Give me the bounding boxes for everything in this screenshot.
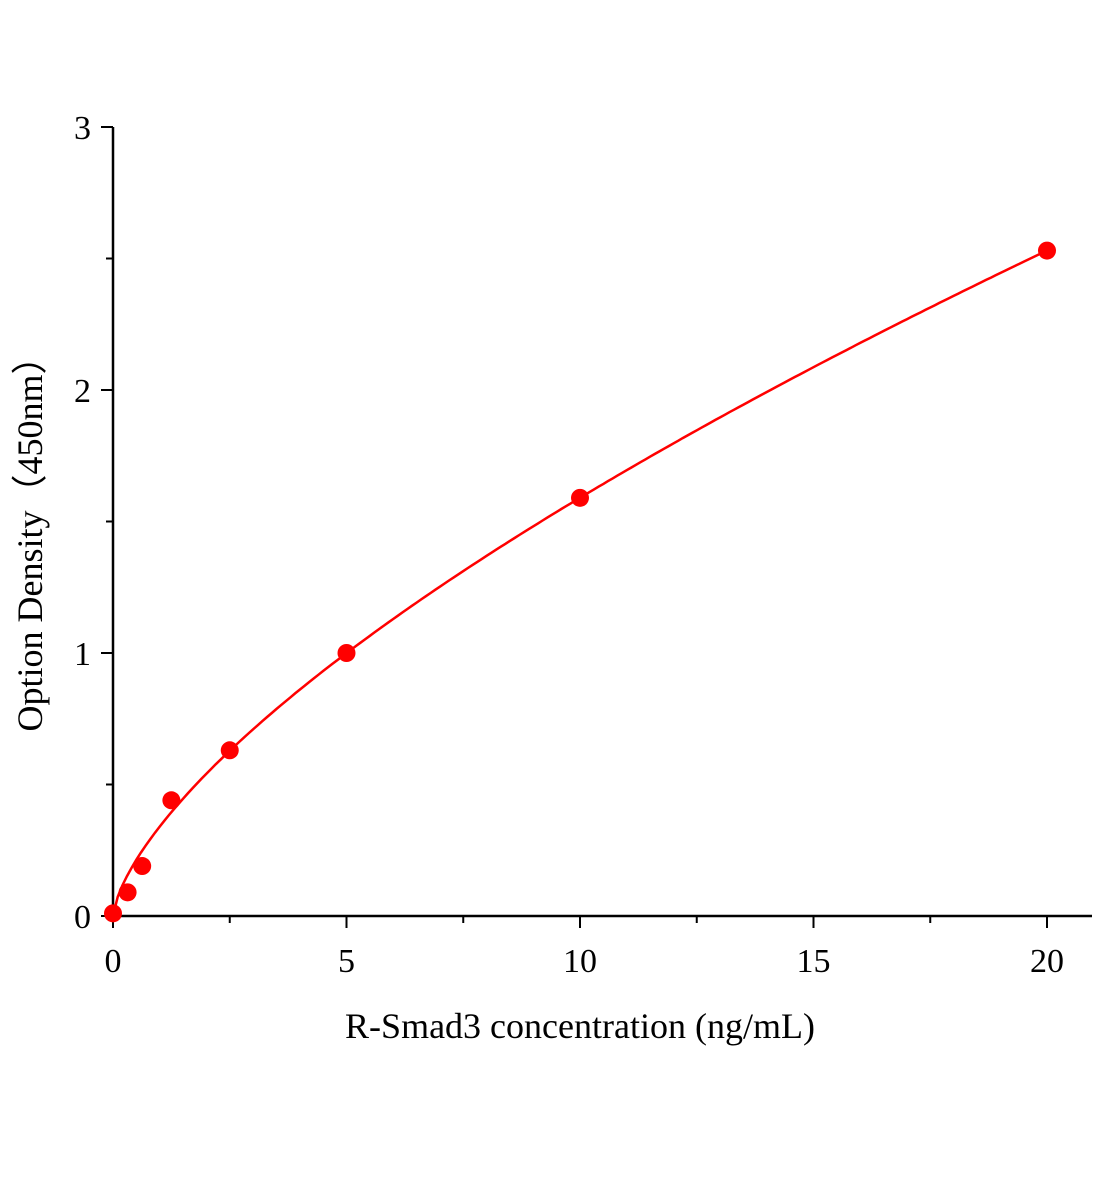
data-point xyxy=(104,904,122,923)
data-point xyxy=(1038,241,1056,260)
x-tick-label: 10 xyxy=(563,943,597,980)
data-point xyxy=(162,791,181,810)
y-axis-label: Option Density（450nm） xyxy=(10,339,50,732)
axes xyxy=(111,127,1092,918)
data-point xyxy=(220,741,239,760)
data-point xyxy=(118,883,137,902)
fit-curve xyxy=(111,249,1048,917)
x-tick-label: 15 xyxy=(797,943,831,980)
x-axis-label: R-Smad3 concentration (ng/mL) xyxy=(345,1006,815,1046)
data-point xyxy=(133,857,152,876)
x-tick-label: 0 xyxy=(105,943,122,980)
data-point xyxy=(571,488,589,507)
ticks: 0 5 10 15 20 0 1 2 3 xyxy=(74,110,1064,980)
data-points xyxy=(104,241,1056,923)
x-tick-label: 5 xyxy=(338,943,355,980)
y-tick-label: 0 xyxy=(74,899,91,936)
x-tick-label: 20 xyxy=(1030,943,1064,980)
y-tick-label: 2 xyxy=(74,373,91,410)
y-tick-label: 3 xyxy=(74,110,91,147)
y-tick-label: 1 xyxy=(74,636,91,673)
data-point xyxy=(337,644,356,662)
